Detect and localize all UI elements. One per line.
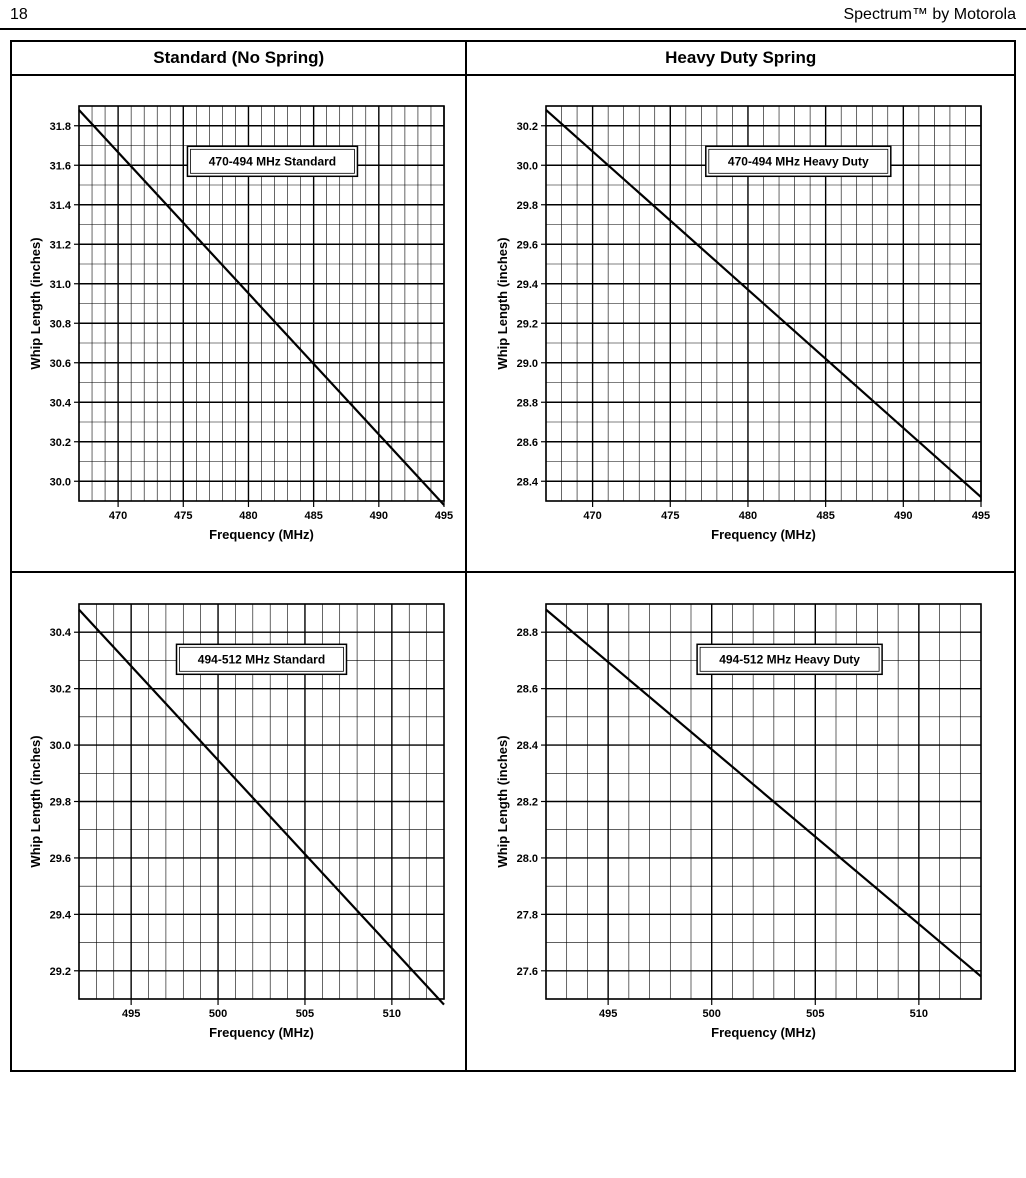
column-header-heavy-duty: Heavy Duty Spring	[467, 42, 1014, 76]
svg-text:28.8: 28.8	[516, 627, 537, 639]
svg-text:Frequency (MHz): Frequency (MHz)	[711, 527, 816, 542]
svg-text:28.6: 28.6	[516, 437, 537, 449]
svg-text:494-512 MHz Standard: 494-512 MHz Standard	[198, 652, 325, 666]
svg-text:480: 480	[239, 510, 257, 522]
svg-text:490: 490	[369, 510, 387, 522]
svg-text:30.0: 30.0	[49, 476, 70, 488]
svg-text:495: 495	[435, 510, 453, 522]
svg-text:505: 505	[806, 1008, 824, 1020]
svg-text:30.0: 30.0	[516, 160, 537, 172]
svg-text:28.8: 28.8	[516, 397, 537, 409]
svg-text:470-494 MHz Standard: 470-494 MHz Standard	[208, 154, 335, 168]
svg-text:30.4: 30.4	[49, 627, 71, 639]
svg-text:28.6: 28.6	[516, 684, 537, 696]
page-number: 18	[10, 6, 28, 24]
svg-text:29.0: 29.0	[516, 358, 537, 370]
svg-text:Frequency (MHz): Frequency (MHz)	[711, 1025, 816, 1040]
svg-text:505: 505	[295, 1008, 313, 1020]
svg-text:510: 510	[909, 1008, 927, 1020]
svg-text:Frequency (MHz): Frequency (MHz)	[209, 527, 314, 542]
svg-text:30.8: 30.8	[49, 318, 70, 330]
page-header: 18 Spectrum™ by Motorola	[0, 0, 1026, 30]
chart-494-512-heavy-duty: 495 500 505 510 27.6 27.8 28.0 28.2 28.4 28.6 28.8…	[491, 594, 991, 1049]
chart-470-494-standard: 470 475 480 485 490 495 30.0 30.2 30.4 30.6 30.8 31…	[24, 96, 454, 551]
svg-text:500: 500	[209, 1008, 227, 1020]
svg-text:Whip Length (inches): Whip Length (inches)	[495, 237, 510, 369]
svg-text:30.0: 30.0	[49, 740, 70, 752]
svg-text:494-512 MHz Heavy Duty: 494-512 MHz Heavy Duty	[719, 652, 860, 666]
svg-text:470: 470	[109, 510, 127, 522]
svg-text:490: 490	[894, 510, 912, 522]
svg-text:31.2: 31.2	[49, 239, 70, 251]
svg-text:495: 495	[599, 1008, 617, 1020]
svg-text:29.2: 29.2	[49, 966, 70, 978]
svg-text:28.4: 28.4	[516, 740, 538, 752]
svg-text:30.2: 30.2	[516, 121, 537, 133]
svg-text:28.2: 28.2	[516, 797, 537, 809]
svg-text:470-494 MHz Heavy Duty: 470-494 MHz Heavy Duty	[728, 154, 869, 168]
svg-text:28.4: 28.4	[516, 476, 538, 488]
charts-table: Standard (No Spring) Heavy Duty Spring 4…	[10, 40, 1016, 1072]
svg-text:27.6: 27.6	[516, 966, 537, 978]
svg-text:30.2: 30.2	[49, 684, 70, 696]
svg-text:Frequency (MHz): Frequency (MHz)	[209, 1025, 314, 1040]
svg-text:29.6: 29.6	[516, 239, 537, 251]
svg-text:Whip Length (inches): Whip Length (inches)	[28, 237, 43, 369]
svg-text:31.0: 31.0	[49, 279, 70, 291]
svg-text:30.2: 30.2	[49, 437, 70, 449]
svg-text:495: 495	[972, 510, 990, 522]
svg-text:27.8: 27.8	[516, 909, 537, 921]
svg-text:475: 475	[661, 510, 679, 522]
svg-text:29.6: 29.6	[49, 853, 70, 865]
svg-text:29.4: 29.4	[49, 909, 71, 921]
svg-text:31.8: 31.8	[49, 121, 70, 133]
svg-text:485: 485	[304, 510, 322, 522]
cell-bottom-left: 495 500 505 510 29.2 29.4 29.6 29.8 30.0 30.2 30.4…	[12, 573, 467, 1070]
svg-text:29.8: 29.8	[49, 797, 70, 809]
svg-text:29.8: 29.8	[516, 200, 537, 212]
cell-bottom-right: 495 500 505 510 27.6 27.8 28.0 28.2 28.4 28.6 28.8…	[467, 573, 1014, 1070]
svg-text:29.4: 29.4	[516, 279, 538, 291]
svg-text:30.6: 30.6	[49, 358, 70, 370]
svg-text:475: 475	[174, 510, 192, 522]
cell-top-right: 470 475 480 485 490 495 28.4 28.6 28.8 29.0 29.2 29…	[467, 76, 1014, 573]
svg-text:28.0: 28.0	[516, 853, 537, 865]
brand-label: Spectrum™ by Motorola	[843, 6, 1016, 24]
column-header-standard: Standard (No Spring)	[12, 42, 467, 76]
svg-text:500: 500	[702, 1008, 720, 1020]
svg-text:31.4: 31.4	[49, 200, 71, 212]
svg-text:Whip Length (inches): Whip Length (inches)	[28, 735, 43, 867]
chart-470-494-heavy-duty: 470 475 480 485 490 495 28.4 28.6 28.8 29.0 29.2 29…	[491, 96, 991, 551]
svg-text:510: 510	[382, 1008, 400, 1020]
svg-text:Whip Length (inches): Whip Length (inches)	[495, 735, 510, 867]
cell-top-left: 470 475 480 485 490 495 30.0 30.2 30.4 30.6 30.8 31…	[12, 76, 467, 573]
svg-text:470: 470	[583, 510, 601, 522]
svg-text:30.4: 30.4	[49, 397, 71, 409]
svg-text:495: 495	[122, 1008, 140, 1020]
svg-text:31.6: 31.6	[49, 160, 70, 172]
svg-text:480: 480	[739, 510, 757, 522]
chart-494-512-standard: 495 500 505 510 29.2 29.4 29.6 29.8 30.0 30.2 30.4…	[24, 594, 454, 1049]
svg-text:485: 485	[816, 510, 834, 522]
svg-text:29.2: 29.2	[516, 318, 537, 330]
